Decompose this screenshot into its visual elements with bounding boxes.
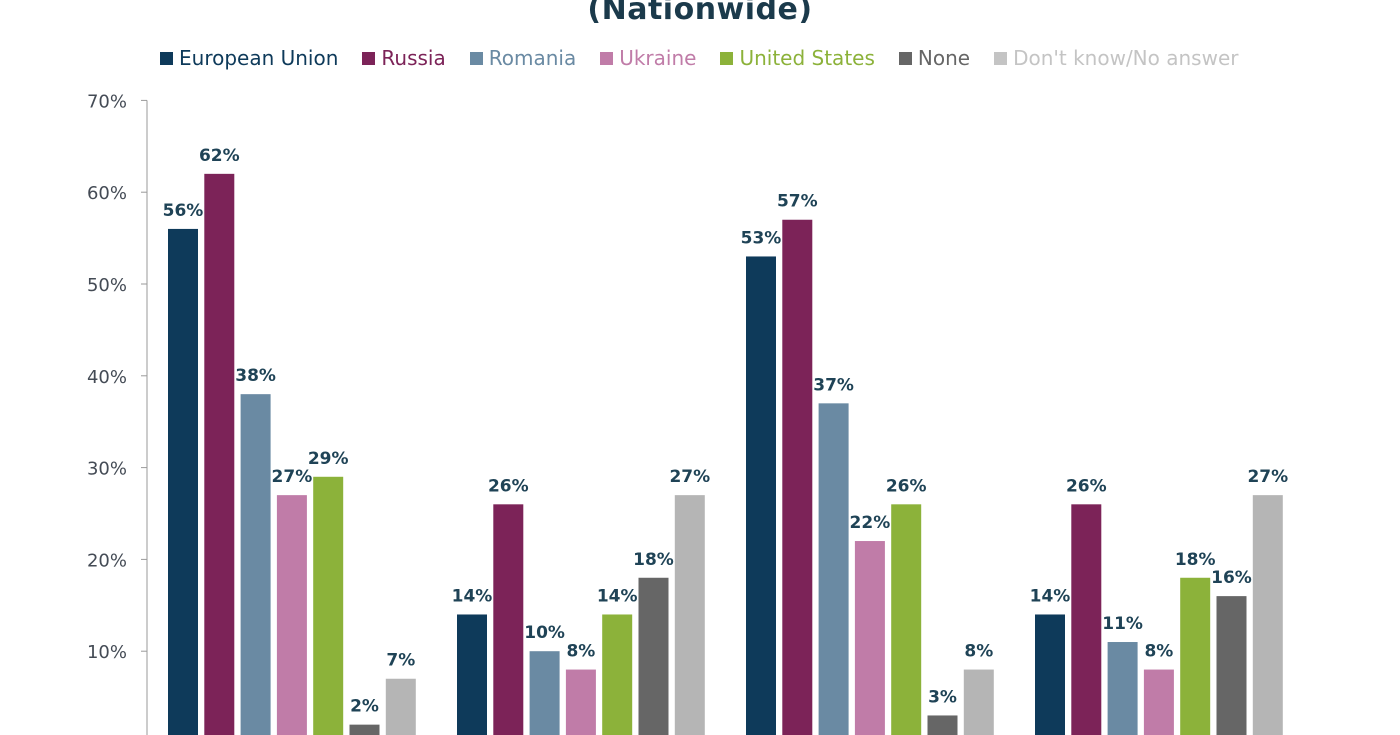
legend-swatch [362,51,376,65]
legend-item-3: Romania [469,46,577,70]
legend-label: Don't know/No answer [1013,46,1239,70]
y-tick-label: 50% [87,275,127,296]
bar-don-t-know-no-answer [963,669,994,735]
legend-swatch [720,51,734,65]
legend-label: Ukraine [619,46,697,70]
bar-none [638,577,669,735]
data-label: 26% [488,476,529,496]
legend-item-6: None [898,46,971,70]
legend-label: United States [739,46,875,70]
data-label: 29% [308,449,349,469]
bar-ukraine [854,541,885,735]
data-label: 7% [386,651,415,671]
bar-united-states [891,504,922,735]
bar-romania [818,403,849,735]
data-label: 14% [1030,586,1071,606]
data-label: 27% [669,467,710,487]
data-label: 26% [886,476,927,496]
data-label: 38% [235,366,276,386]
bar-european-union [746,256,776,735]
bar-united-states [602,614,633,735]
legend-label: Romania [488,46,577,70]
y-tick-label: 60% [87,183,127,204]
legend-label: Russia [381,46,446,70]
bar-ukraine [276,495,307,735]
data-label: 2% [350,697,379,717]
bar-russia [493,504,524,735]
data-label: 14% [452,586,493,606]
data-label: 18% [633,550,674,570]
data-label: 22% [850,513,891,533]
data-label: 8% [566,642,595,662]
chart-legend: European Union Russia Romania Ukraine United… [160,46,1262,70]
bar-united-states [313,476,344,735]
data-label: 27% [1247,467,1288,487]
legend-item-2: Russia [362,46,446,70]
bar-united-states [1180,577,1211,735]
legend-item-5: United States [720,46,875,70]
bar-none [349,724,380,735]
bar-none [927,715,958,735]
data-label: 14% [597,586,638,606]
bar-european-union [168,228,198,735]
data-label: 62% [199,146,240,166]
bar-none [1216,596,1247,735]
bar-don-t-know-no-answer [385,678,416,735]
legend-swatch [898,51,912,65]
bar-don-t-know-no-answer [674,495,705,735]
bar-romania [529,651,560,735]
y-tick-label: 30% [87,459,127,480]
bar-european-union [1035,614,1065,735]
legend-swatch [160,51,173,65]
bar-european-union [457,614,487,735]
bar-russia [782,219,813,735]
legend-item-4: Ukraine [600,46,696,70]
data-label: 3% [928,687,957,707]
y-tick-label: 40% [87,367,127,388]
legend-item-1: European Union [160,46,338,70]
legend-label: European Union [179,46,339,70]
bar-ukraine [565,669,596,735]
bar-ukraine [1143,669,1174,735]
data-label: 53% [741,228,782,248]
bar-romania [240,394,271,735]
legend-label: None [917,46,971,70]
y-tick-label: 20% [87,550,127,571]
data-label: 26% [1066,476,1107,496]
data-label: 27% [272,467,313,487]
data-label: 11% [1102,614,1143,634]
data-label: 37% [813,375,854,395]
data-label: 10% [524,623,565,643]
bar-russia [204,173,235,735]
bar-romania [1107,642,1138,735]
data-label: 56% [163,201,204,221]
y-tick-label: 10% [87,642,127,663]
bar-russia [1071,504,1102,735]
data-label: 8% [1144,642,1173,662]
data-label: 18% [1175,550,1216,570]
legend-swatch [994,51,1008,65]
chart-title: (Nationwide) [587,0,813,27]
legend-swatch [469,51,483,65]
data-label: 57% [777,192,818,212]
data-label: 16% [1211,568,1252,588]
legend-swatch [600,51,614,65]
bar-don-t-know-no-answer [1252,495,1283,735]
data-label: 8% [964,642,993,662]
y-tick-label: 70% [87,91,127,112]
legend-item-7: Don't know/No answer [994,46,1238,70]
